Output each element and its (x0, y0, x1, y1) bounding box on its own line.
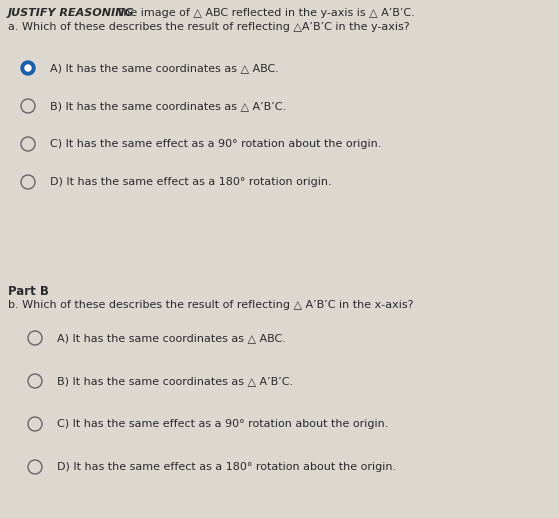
Text: The image of △ ABC reflected in the y-axis is △ A’B’C.: The image of △ ABC reflected in the y-ax… (113, 8, 415, 18)
Text: D) It has the same effect as a 180° rotation about the origin.: D) It has the same effect as a 180° rota… (57, 462, 396, 472)
Text: B) It has the same coordinates as △ A’B’C.: B) It has the same coordinates as △ A’B’… (50, 101, 286, 111)
Text: D) It has the same effect as a 180° rotation origin.: D) It has the same effect as a 180° rota… (50, 177, 331, 187)
Text: A) It has the same coordinates as △ ABC.: A) It has the same coordinates as △ ABC. (57, 333, 286, 343)
Circle shape (25, 65, 31, 71)
Circle shape (21, 61, 35, 75)
Text: JUSTIFY REASONING: JUSTIFY REASONING (8, 8, 135, 18)
Text: Part B: Part B (8, 285, 49, 298)
Text: B) It has the same coordinates as △ A’B’C.: B) It has the same coordinates as △ A’B’… (57, 376, 293, 386)
Text: C) It has the same effect as a 90° rotation about the origin.: C) It has the same effect as a 90° rotat… (57, 419, 389, 429)
Text: b. Which of these describes the result of reflecting △ A’B’C in the x-axis?: b. Which of these describes the result o… (8, 300, 414, 310)
Text: C) It has the same effect as a 90° rotation about the origin.: C) It has the same effect as a 90° rotat… (50, 139, 381, 149)
Text: A) It has the same coordinates as △ ABC.: A) It has the same coordinates as △ ABC. (50, 63, 279, 73)
Text: a. Which of these describes the result of reflecting △A’B’C in the y-axis?: a. Which of these describes the result o… (8, 22, 410, 32)
